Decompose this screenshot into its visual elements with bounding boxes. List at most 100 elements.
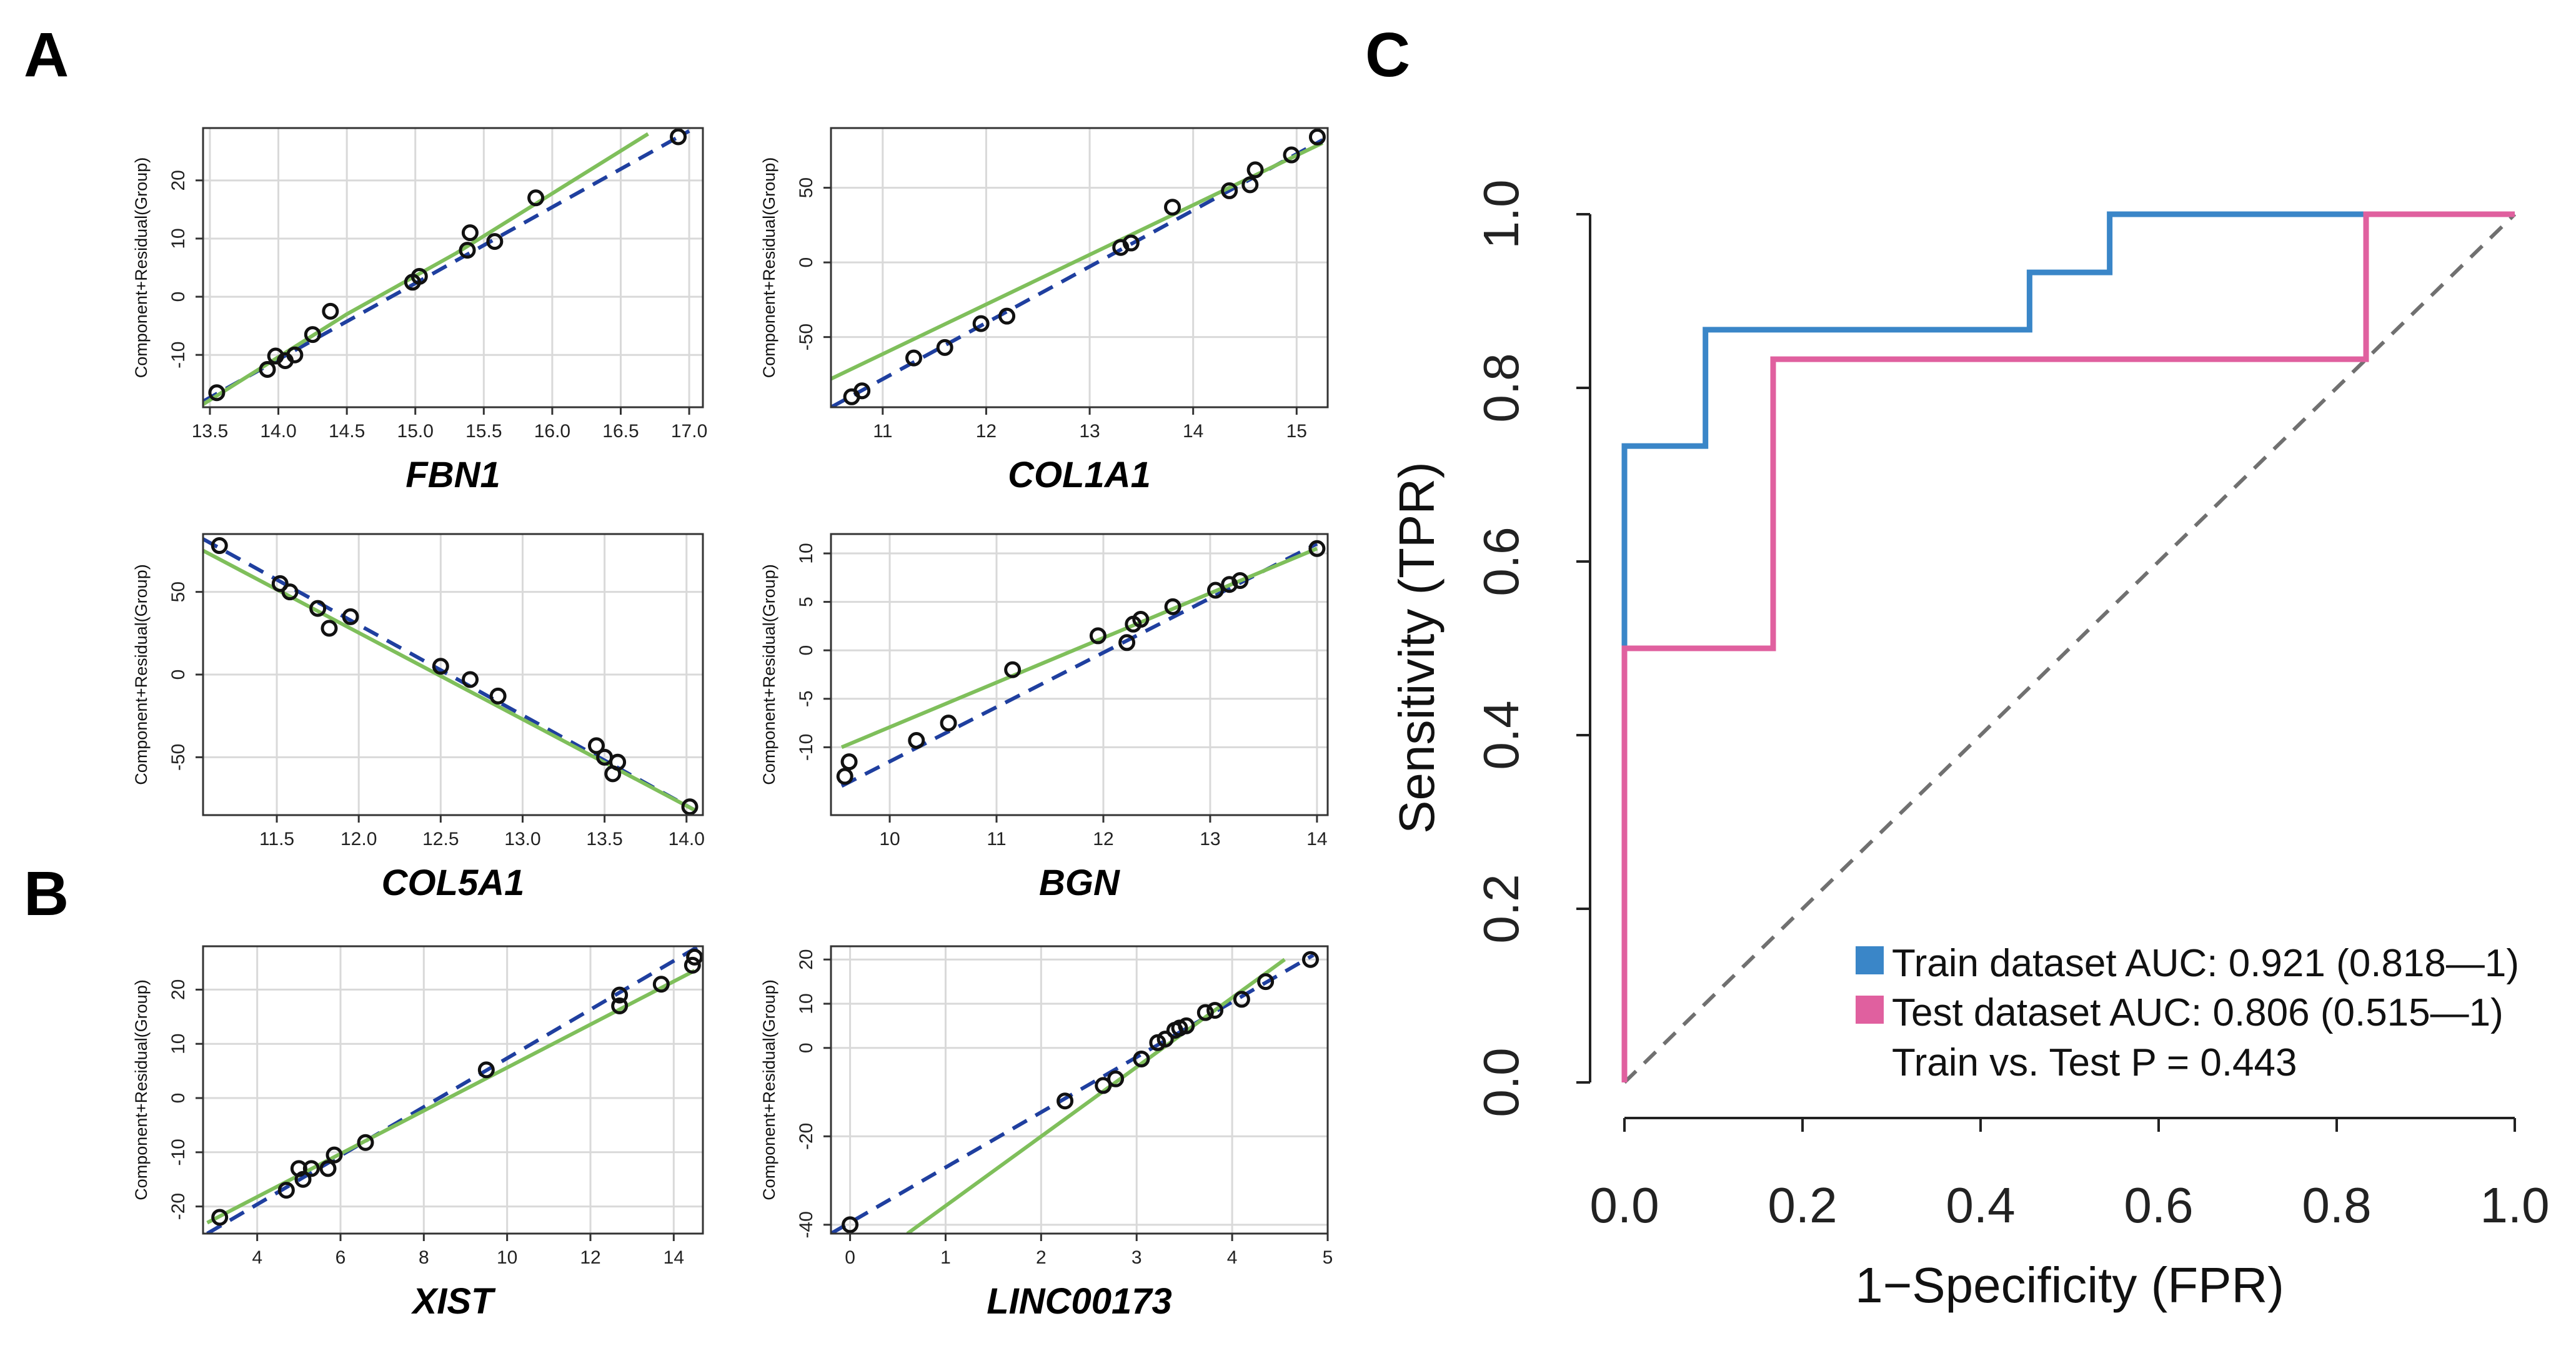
roc-y-tick-label: 0.4	[1473, 700, 1529, 770]
gene-label: COL5A1	[382, 863, 525, 903]
y-axis-title: Component+Residual(Group)	[760, 564, 778, 784]
roc-x-axis-title: 1−Specificity (FPR)	[1855, 1257, 2284, 1313]
fit-line	[906, 958, 1286, 1234]
data-point	[1308, 128, 1326, 146]
data-point	[322, 302, 339, 320]
roc-chart: 0.0 0.2 0.4 0.6 0.8 1.0 0.0 0.2 0.4 0.6 0.8 1.0 1−Sp…	[1389, 179, 2550, 1313]
data-point	[208, 384, 226, 402]
data-point	[1283, 146, 1300, 164]
data-point	[489, 687, 507, 705]
data-point	[611, 997, 629, 1014]
roc-y-tick-label: 0.8	[1473, 353, 1529, 422]
data-point	[1221, 182, 1238, 199]
data-point	[908, 732, 925, 750]
y-tick-label: 0	[796, 645, 817, 656]
roc-x-tick-label: 0.6	[2124, 1177, 2193, 1233]
x-tick-label: 13	[1200, 829, 1220, 849]
y-tick-label: 0	[168, 670, 189, 680]
y-tick-label: 50	[168, 581, 189, 602]
data-point	[936, 339, 953, 356]
gene-label: BGN	[1039, 863, 1120, 903]
y-tick-label: 10	[796, 543, 817, 563]
data-point	[309, 600, 327, 617]
cr-plot-bgn: 10 11 12 13 14 -10 -5 0 5 10 Component+Residual(Gr…	[760, 533, 1329, 903]
gene-label: COL1A1	[1008, 455, 1151, 495]
data-point	[357, 1134, 374, 1151]
reference-line	[831, 953, 1315, 1234]
data-point	[611, 986, 629, 1004]
x-tick-label: 0	[845, 1247, 855, 1268]
data-point	[1241, 176, 1259, 194]
data-point	[1206, 1002, 1224, 1019]
data-point	[681, 798, 699, 816]
data-point	[302, 1160, 320, 1177]
x-tick-label: 13.0	[504, 829, 540, 849]
roc-x-tick-label: 0.2	[1768, 1177, 1837, 1233]
data-point	[1301, 951, 1319, 968]
data-point	[342, 608, 359, 625]
x-tick-label: 12.5	[422, 829, 459, 849]
legend-swatch-train	[1856, 946, 1884, 974]
data-point	[1257, 973, 1275, 991]
cr-plot-fbn1: 13.5 14.0 14.5 15.0 15.5 16.0 16.5 17.0 -10 0 10 20…	[132, 127, 707, 495]
y-tick-label: 20	[168, 170, 189, 191]
y-tick-label: 10	[168, 1034, 189, 1054]
plot-frame	[830, 533, 1329, 816]
gene-label: XIST	[411, 1281, 496, 1322]
data-point	[1057, 1092, 1074, 1110]
x-tick-label: 14.0	[260, 421, 296, 442]
y-axis-title: Component+Residual(Group)	[132, 564, 151, 784]
x-tick-label: 14	[1183, 421, 1203, 442]
plot-frame	[202, 945, 704, 1235]
y-axis-title: Component+Residual(Group)	[760, 979, 778, 1200]
data-point	[1164, 598, 1181, 615]
x-tick-label: 11.5	[259, 829, 294, 849]
x-tick-label: 16.5	[602, 421, 639, 442]
x-tick-label: 5	[1323, 1247, 1333, 1268]
y-tick-label: -50	[168, 744, 189, 771]
data-point	[410, 267, 428, 285]
diagonal-reference-line	[1623, 212, 2517, 1084]
x-tick-label: 12	[1093, 829, 1113, 849]
data-point	[271, 575, 289, 592]
x-tick-label: 14.0	[669, 829, 705, 849]
y-axis-title: Component+Residual(Group)	[132, 157, 151, 378]
x-tick-label: 13	[1079, 421, 1100, 442]
y-axis-title: Component+Residual(Group)	[132, 979, 151, 1200]
x-tick-label: 12	[976, 421, 997, 442]
x-tick-label: 4	[252, 1247, 262, 1268]
data-point	[609, 753, 627, 771]
data-point	[972, 315, 990, 332]
data-point	[905, 349, 922, 367]
x-tick-label: 12.0	[341, 829, 377, 849]
x-tick-label: 15.5	[465, 421, 502, 442]
x-tick-label: 11	[873, 421, 892, 442]
roc-x-tick-label: 0.0	[1589, 1177, 1659, 1233]
data-point	[486, 233, 504, 250]
x-tick-label: 6	[336, 1247, 346, 1268]
data-point	[259, 360, 276, 378]
data-point	[840, 753, 858, 771]
data-point	[1178, 1017, 1195, 1034]
x-tick-label: 17.0	[671, 421, 707, 442]
x-tick-label: 13.5	[586, 829, 622, 849]
data-point	[461, 224, 479, 242]
panel-letter-c: C	[1365, 20, 1410, 90]
x-tick-label: 14	[1306, 829, 1327, 849]
data-point	[940, 715, 957, 732]
data-point	[836, 768, 853, 785]
data-point	[1206, 581, 1224, 599]
x-tick-label: 4	[1227, 1247, 1238, 1268]
x-tick-label: 3	[1131, 1247, 1142, 1268]
x-tick-label: 15.0	[397, 421, 434, 442]
data-point	[462, 671, 479, 688]
y-tick-label: -5	[796, 690, 817, 707]
y-tick-label: -50	[796, 324, 817, 350]
legend-label-train: Train dataset AUC: 0.921 (0.818—1)	[1892, 942, 2519, 985]
reference-line	[203, 129, 690, 403]
data-point	[1156, 1031, 1174, 1048]
data-point	[432, 658, 449, 675]
y-tick-label: 0	[796, 257, 817, 268]
fit-line	[206, 969, 696, 1225]
